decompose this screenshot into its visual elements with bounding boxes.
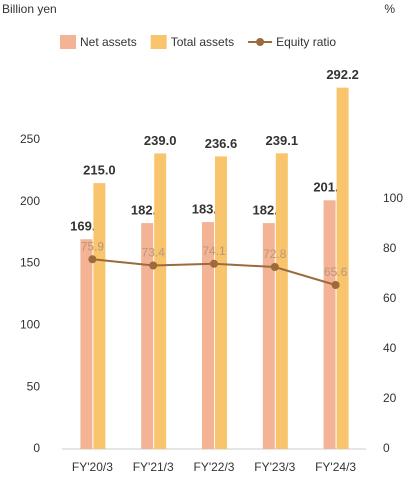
y-tick-label: 200 <box>20 194 40 208</box>
bar <box>80 239 93 449</box>
bar <box>93 183 106 449</box>
point <box>270 263 279 271</box>
y-tick-label: 250 <box>20 132 40 146</box>
y2-tick-label: 80 <box>383 241 397 255</box>
value-label: 75.9 <box>81 239 105 253</box>
y-tick-label: 50 <box>27 379 41 393</box>
legend-label: Total assets <box>171 35 234 49</box>
bar <box>336 87 349 450</box>
bar <box>202 222 214 449</box>
y2-tick-label: 100 <box>383 191 403 205</box>
bar <box>262 223 275 449</box>
point <box>149 261 158 270</box>
x-tick-label: FY'21/3 <box>133 460 174 474</box>
y2-axis-label: % <box>384 2 395 16</box>
bar <box>215 156 227 449</box>
y2-tick-label: 20 <box>383 391 397 405</box>
bar <box>323 200 336 449</box>
value-label: 292.2 <box>326 67 359 82</box>
x-tick-label: FY'23/3 <box>254 460 295 474</box>
legend-label: Equity ratio <box>276 35 336 49</box>
legend-label: Net assets <box>80 35 137 49</box>
value-label: 74.1 <box>202 244 226 258</box>
x-tick-label: FY'24/3 <box>315 460 356 474</box>
x-tick-label: FY'20/3 <box>72 460 113 474</box>
y-tick-label: 100 <box>20 318 40 332</box>
y2-tick-label: 0 <box>383 441 390 455</box>
value-label: 215.0 <box>83 163 116 178</box>
legend-swatch <box>256 38 265 46</box>
legend-swatch <box>150 35 167 49</box>
point <box>210 259 218 268</box>
y2-tick-label: 60 <box>383 291 397 305</box>
legend-swatch <box>60 35 76 49</box>
value-label: 239.1 <box>266 133 299 148</box>
y2-tick-label: 40 <box>383 341 397 355</box>
point <box>88 255 97 264</box>
bar <box>154 153 167 450</box>
value-label: 73.4 <box>142 246 166 260</box>
x-tick-label: FY'22/3 <box>194 460 235 474</box>
point <box>331 281 340 289</box>
y-tick-label: 0 <box>33 441 40 455</box>
value-label: 236.6 <box>205 136 238 151</box>
bar <box>275 153 288 450</box>
value-label: 72.8 <box>263 247 287 261</box>
y-tick-label: 150 <box>20 256 40 270</box>
y-axis-label: Billion yen <box>2 2 57 16</box>
value-label: 239.0 <box>144 133 177 148</box>
value-label: 65.6 <box>324 265 348 279</box>
bar <box>141 223 154 449</box>
